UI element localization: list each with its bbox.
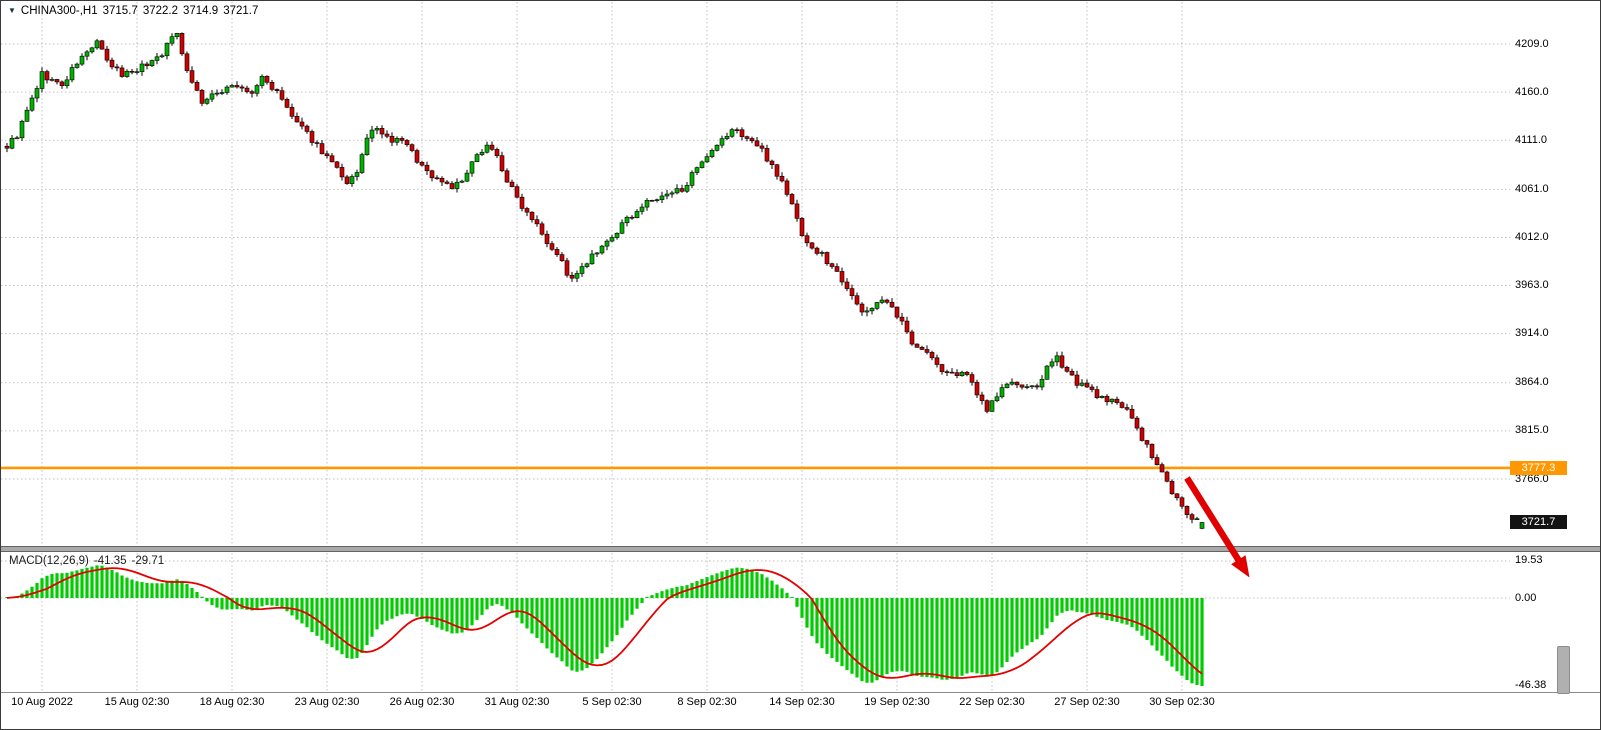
- macd-histogram: [5, 565, 1204, 686]
- time-axis-label: 18 Aug 02:30: [199, 696, 265, 708]
- time-axis-label: 31 Aug 02:30: [484, 696, 550, 708]
- time-axis-label: 14 Sep 02:30: [769, 696, 835, 708]
- time-axis-label: 19 Sep 02:30: [864, 696, 930, 708]
- time-axis-label: 8 Sep 02:30: [677, 696, 737, 708]
- price-axis-label: 3914.0: [1515, 327, 1549, 340]
- macd-axis-label: 19.53: [1515, 554, 1543, 567]
- symbol-dropdown-icon[interactable]: ▼: [8, 6, 16, 15]
- ohlc-low: 3714.9: [183, 5, 219, 17]
- macd-indicator-label: MACD(12,26,9) -41.35 -29.71: [9, 555, 164, 567]
- macd-axis-label: -46.38: [1515, 679, 1547, 692]
- time-axis-label: 22 Sep 02:30: [959, 696, 1025, 708]
- time-axis-label: 30 Sep 02:30: [1149, 696, 1215, 708]
- symbol-timeframe-label: CHINA300-,H1: [20, 5, 98, 17]
- price-axis-label: 3864.0: [1515, 376, 1549, 389]
- ohlc-high: 3722.2: [142, 5, 178, 17]
- ohlc-close: 3721.7: [223, 5, 259, 17]
- price-axis-label: 4209.0: [1515, 37, 1549, 50]
- price-axis-label: 4061.0: [1515, 182, 1549, 195]
- price-axis-label: 3766.0: [1515, 472, 1549, 485]
- price-axis-label: 3963.0: [1515, 279, 1549, 292]
- macd-signal-line: [6, 567, 1203, 679]
- trend-arrow-annotation[interactable]: [1184, 476, 1250, 578]
- candlesticks: [4, 32, 1205, 530]
- time-axis-label: 27 Sep 02:30: [1054, 696, 1120, 708]
- macd-signal-value: -29.71: [131, 555, 165, 567]
- current-price-badge: 3721.7: [1510, 515, 1567, 529]
- price-axis-label: 4012.0: [1515, 230, 1549, 243]
- price-axis-label: 3815.0: [1515, 424, 1549, 437]
- macd-axis-label: 0.00: [1515, 591, 1537, 604]
- time-axis-label: 15 Aug 02:30: [104, 696, 170, 708]
- horizontal-line-price-badge: 3777.3: [1510, 461, 1567, 475]
- time-axis-label: 10 Aug 2022: [11, 696, 73, 708]
- time-axis-label: 23 Aug 02:30: [294, 696, 360, 708]
- ohlc-open: 3715.7: [102, 5, 138, 17]
- price-axis-label: 4160.0: [1515, 85, 1549, 98]
- time-axis-label: 5 Sep 02:30: [582, 696, 642, 708]
- chart-header: ▼ CHINA300-,H1 3715.7 3722.2 3714.9 3721.7: [8, 5, 258, 17]
- macd-name: MACD(12,26,9): [9, 555, 89, 567]
- pane-separator[interactable]: [1, 546, 1601, 552]
- scrollbar-thumb[interactable]: [1557, 646, 1570, 694]
- price-axis-label: 4111.0: [1515, 133, 1548, 146]
- time-axis-label: 26 Aug 02:30: [389, 696, 455, 708]
- macd-current-value: -41.35: [93, 555, 127, 567]
